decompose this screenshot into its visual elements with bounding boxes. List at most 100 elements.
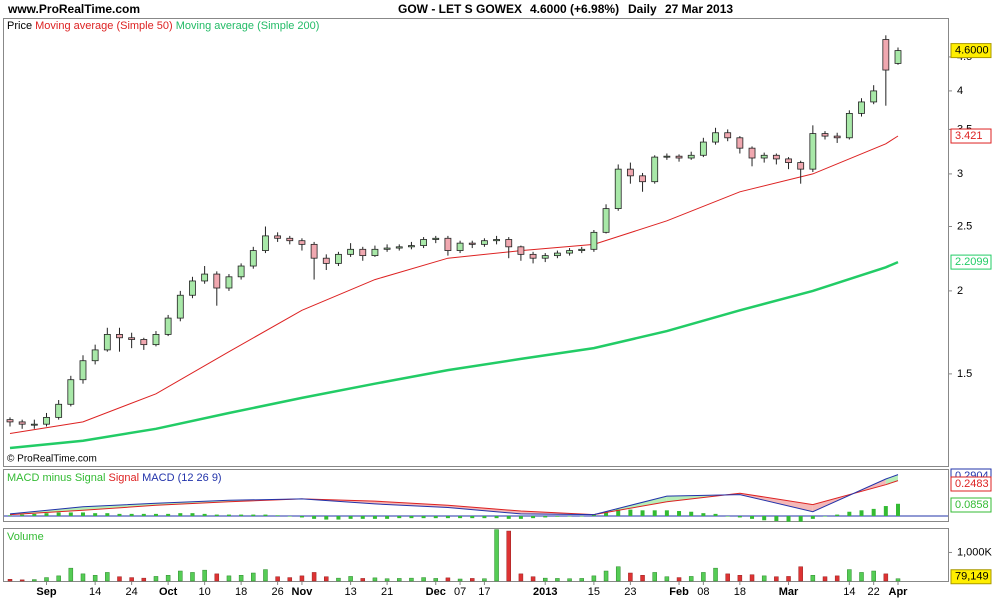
x-tick-label: Apr [889, 586, 909, 598]
macd-panel [3, 469, 949, 522]
volume-bar [68, 567, 74, 582]
candle-body [286, 237, 294, 242]
candle-body [67, 379, 75, 405]
macd-hist [68, 512, 73, 517]
candle-body [736, 137, 744, 149]
candle-body [858, 101, 865, 114]
x-tick-label: 13 [344, 586, 356, 598]
macd-hist [445, 516, 450, 519]
macd-hist [677, 511, 682, 517]
macd-hist [8, 515, 12, 517]
y-tick-label: 4 [957, 85, 963, 97]
macd-hist [531, 516, 536, 519]
hist-value: 0.0858 [955, 499, 989, 511]
macd-hist [80, 512, 85, 517]
macd-hist [883, 506, 888, 517]
candle-body [772, 154, 780, 160]
macd-hist [750, 516, 755, 519]
candle-body [359, 248, 367, 257]
candle-body [395, 246, 403, 249]
macd-hist [287, 516, 292, 517]
volume-bar [433, 578, 439, 582]
candle-body [541, 255, 549, 259]
macd-hist [494, 516, 499, 519]
candle-body [237, 265, 245, 278]
macd-hist [762, 516, 767, 521]
volume-bar [238, 575, 244, 582]
candle-body [335, 253, 342, 264]
x-tick-label: 07 [454, 586, 466, 598]
candle-body [18, 421, 26, 425]
volume-bar [165, 575, 171, 582]
volume-bar [287, 577, 293, 582]
x-tick-label: 17 [478, 586, 490, 598]
candle-body [760, 154, 768, 159]
macd-hist [178, 513, 183, 517]
candle-body [614, 168, 622, 210]
legend-ma200: Moving average (Simple 200) [176, 20, 320, 32]
volume-bar [798, 566, 803, 582]
candle-body [6, 419, 14, 423]
candle-body [529, 253, 537, 259]
symbol: GOW - LET S GOWEX [398, 2, 522, 16]
candle-body [797, 162, 805, 170]
volume-bar [457, 578, 463, 582]
candle-body [845, 112, 853, 139]
volume-bar [615, 566, 621, 582]
macd-hist [190, 513, 195, 517]
candle-body [833, 135, 841, 139]
volume-bar [530, 576, 536, 582]
candle-body [262, 235, 269, 251]
macd-hist [871, 508, 876, 517]
candle-body [322, 257, 330, 264]
macd-hist [579, 516, 584, 517]
candle-body [213, 273, 221, 289]
candle-body [602, 208, 610, 233]
macd-hist [299, 516, 304, 518]
macd-hist [835, 514, 840, 517]
volume-bar [555, 578, 560, 582]
legend-price: Price [7, 20, 32, 32]
volume-bar [360, 578, 366, 582]
macd-hist [470, 516, 475, 519]
macd-hist [664, 510, 669, 517]
candle-body [152, 333, 160, 346]
volume-bar [810, 575, 816, 582]
macd-hist [616, 509, 621, 517]
volume-bar [263, 569, 268, 582]
y-tick-label: 1.5 [957, 368, 972, 380]
volume-bar [421, 577, 426, 582]
macd-hist [774, 516, 779, 521]
watermark: © ProRealTime.com [7, 454, 97, 465]
volume-bar [591, 575, 597, 582]
macd-hist [506, 516, 511, 519]
volume-bar [518, 573, 524, 582]
macd-area [374, 501, 448, 508]
volume-bar [324, 576, 329, 582]
candle-body [91, 349, 99, 362]
macd-area [82, 503, 156, 511]
volume-bar [190, 572, 195, 582]
ma200-line [9, 260, 899, 450]
macd-hist [32, 513, 37, 517]
macd-hist [202, 513, 207, 517]
volume-bar [445, 577, 451, 582]
y-tick-label: 2.5 [957, 220, 972, 232]
y-tick-label: 1,000K [957, 546, 993, 558]
macd-hist [372, 516, 377, 519]
volume-bar [774, 576, 779, 582]
candle-body [663, 155, 671, 158]
candle-body [566, 250, 573, 254]
macd-hist [226, 514, 231, 517]
volume-bar [506, 530, 511, 582]
volume-bar [251, 572, 256, 582]
volume-bar [749, 574, 755, 582]
macd-hist [117, 513, 122, 517]
signal-line [9, 480, 899, 516]
x-tick-label: 15 [588, 586, 600, 598]
candle-body [274, 235, 282, 239]
macd-hist [591, 514, 596, 517]
x-tick-label: 08 [697, 586, 709, 598]
candle-body [201, 273, 209, 282]
macd-hist [640, 510, 645, 517]
